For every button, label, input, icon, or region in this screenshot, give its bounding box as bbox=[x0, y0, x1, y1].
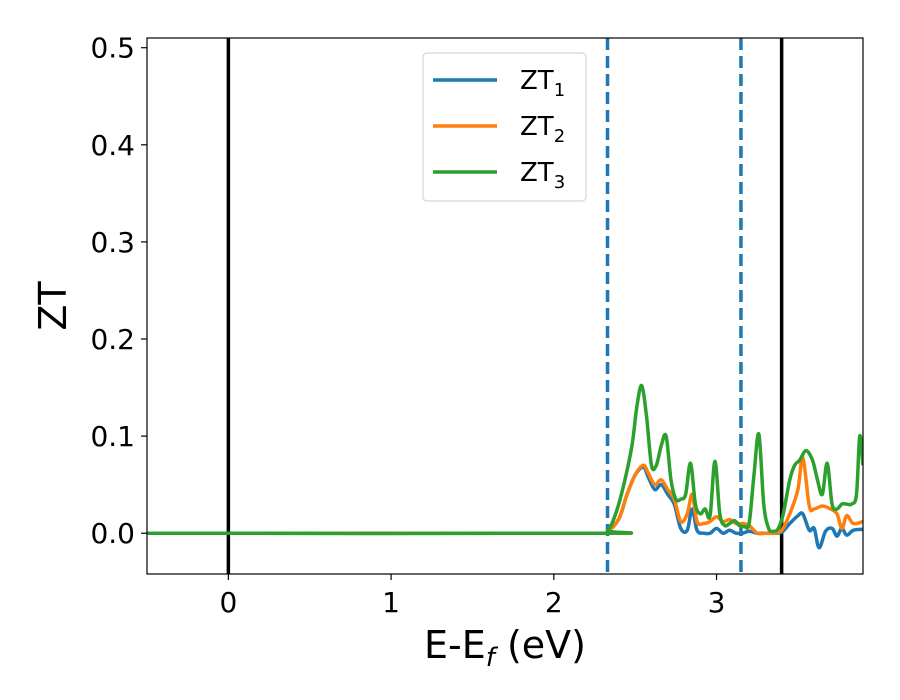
y-tick-label: 0.2 bbox=[90, 323, 135, 356]
vertical-reference-lines bbox=[226, 38, 784, 574]
y-tick-label: 0.5 bbox=[90, 32, 135, 65]
y-tick-label: 0.3 bbox=[90, 226, 135, 259]
plot-frame bbox=[146, 37, 864, 575]
legend-label-zt3: ZT3 bbox=[520, 158, 565, 193]
series-line-zt1 bbox=[147, 465, 863, 550]
legend: ZT1 ZT2 ZT3 bbox=[422, 52, 587, 202]
y-tick-label: 0.4 bbox=[90, 129, 135, 162]
series-lines bbox=[147, 383, 863, 550]
x-tick-label: 2 bbox=[545, 586, 563, 619]
x-tick-label: 1 bbox=[382, 586, 400, 619]
x-tick-label: 0 bbox=[219, 586, 237, 619]
x-axis-label: E-Ef (eV) bbox=[424, 623, 586, 673]
y-axis-ticks: 0.0 0.1 0.2 0.3 0.4 0.5 bbox=[90, 32, 147, 550]
legend-label-zt1: ZT1 bbox=[520, 66, 565, 101]
y-tick-label: 0.0 bbox=[90, 517, 135, 550]
y-axis-label: ZT bbox=[31, 281, 75, 331]
y-tick-label: 0.1 bbox=[90, 420, 135, 453]
legend-box bbox=[422, 52, 587, 202]
x-tick-label: 3 bbox=[708, 586, 726, 619]
x-axis-ticks: 0 1 2 3 bbox=[219, 574, 725, 619]
legend-label-zt2: ZT2 bbox=[520, 112, 565, 147]
series-line-zt3 bbox=[147, 383, 863, 536]
